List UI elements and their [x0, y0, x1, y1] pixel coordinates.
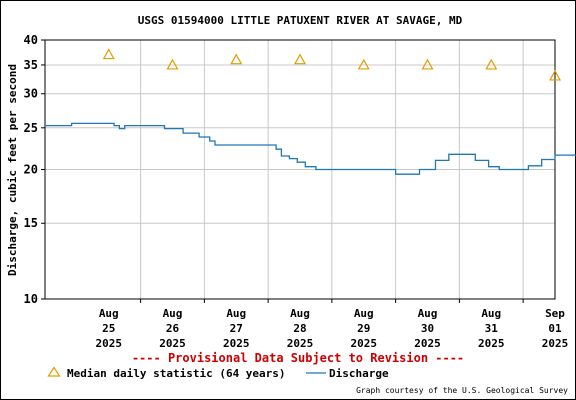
x-tick-label: 2025: [478, 337, 505, 350]
x-tick-label: 2025: [351, 337, 378, 350]
y-axis: 10 15 20 25 30 35 40: [24, 33, 45, 306]
x-tick-label: Aug: [226, 307, 246, 320]
legend-label-median: Median daily statistic (64 years): [67, 367, 286, 380]
chart-title: USGS 01594000 LITTLE PATUXENT RIVER AT S…: [138, 14, 463, 27]
y-tick-label: 10: [24, 292, 38, 306]
x-tick-label: Aug: [163, 307, 183, 320]
x-tick-label: Aug: [99, 307, 119, 320]
median-point: [293, 53, 307, 65]
x-tick-label: 28: [293, 322, 306, 335]
x-tick-label: Aug: [418, 307, 438, 320]
y-tick-label: 15: [24, 216, 38, 230]
series-layer: [45, 48, 576, 175]
x-tick-label: Aug: [354, 307, 374, 320]
x-tick-label: 2025: [159, 337, 186, 350]
y-tick-label: 40: [24, 33, 38, 47]
x-tick-label: 2025: [414, 337, 441, 350]
provisional-notice: ---- Provisional Data Subject to Revisio…: [132, 351, 464, 365]
x-tick-label: 27: [230, 322, 243, 335]
x-tick-label: Sep: [545, 307, 565, 320]
median-point: [357, 58, 370, 70]
x-tick-label: 29: [357, 322, 370, 335]
x-tick-label: 2025: [96, 337, 123, 350]
y-tick-label: 35: [24, 58, 38, 72]
median-point: [166, 58, 179, 70]
x-tick-label: 25: [102, 322, 115, 335]
x-tick-label: Aug: [481, 307, 501, 320]
median-point: [485, 58, 498, 70]
legend-label-discharge: Discharge: [329, 367, 389, 380]
x-tick-label: 2025: [223, 337, 250, 350]
median-point: [230, 53, 243, 65]
legend: Median daily statistic (64 years) Discha…: [47, 366, 389, 380]
y-axis-label: Discharge, cubic feet per second: [6, 64, 19, 276]
grid: [45, 40, 555, 299]
x-tick-label: 2025: [287, 337, 314, 350]
x-tick-label: 26: [166, 322, 180, 335]
x-axis: Aug 25 2025 Aug 26 2025 Aug 27 2025 Aug 28 2025 Aug 2…: [96, 299, 569, 350]
discharge-line: [45, 122, 576, 175]
x-tick-label: 2025: [542, 337, 569, 350]
median-point: [102, 48, 115, 60]
credit-text: Graph courtesy of the U.S. Geological Su…: [356, 386, 568, 395]
x-tick-label: Aug: [290, 307, 310, 320]
y-tick-label: 25: [24, 121, 38, 135]
x-tick-label: 01: [548, 322, 562, 335]
legend-triangle-icon: [47, 366, 61, 377]
x-tick-label: 31: [485, 322, 499, 335]
x-tick-label: 30: [421, 322, 434, 335]
median-point: [421, 58, 434, 70]
y-tick-label: 20: [24, 163, 38, 177]
y-tick-label: 30: [24, 87, 38, 101]
median-point: [548, 69, 562, 81]
